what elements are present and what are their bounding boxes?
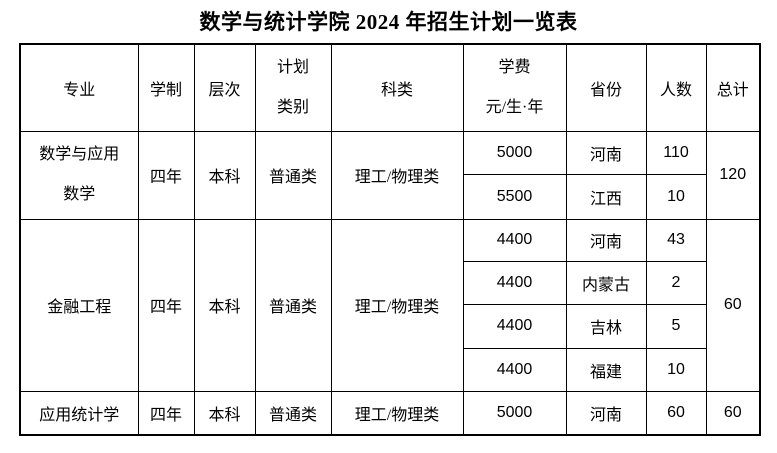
table-row: 4400 吉林 5 xyxy=(20,303,760,349)
cell-province: 内蒙古 xyxy=(565,260,647,305)
cell-tuition: 4400 xyxy=(462,347,567,392)
col-header-tuition: 学费 元/生·年 xyxy=(462,43,567,132)
table-row: 5500 江西 10 xyxy=(20,173,760,220)
cell-duration: 四年 xyxy=(137,218,195,392)
cell-province: 吉林 xyxy=(565,303,647,349)
cell-province: 河南 xyxy=(565,130,647,175)
col-header-subject: 科类 xyxy=(330,43,464,132)
cell-province: 福建 xyxy=(565,347,647,392)
page-title: 数学与统计学院 2024 年招生计划一览表 xyxy=(199,10,578,34)
table-row: 金融工程 四年 本科 普通类 理工/物理类 4400 河南 43 60 xyxy=(19,218,761,392)
table-row: 4400 福建 10 xyxy=(20,347,760,392)
cell-province: 江西 xyxy=(565,173,647,220)
col-header-plan-category: 计划 类别 xyxy=(254,43,332,132)
table-row: 4400 内蒙古 2 xyxy=(20,260,760,305)
enrollment-plan-table: 专业 学制 层次 计划 类别 科类 学费 元/生·年 省份 人数 总计 数学与应… xyxy=(19,43,761,436)
cell-level: 本科 xyxy=(193,130,256,220)
cell-tuition: 4400 xyxy=(462,218,567,262)
col-header-total: 总计 xyxy=(705,43,761,132)
cell-province: 河南 xyxy=(565,218,647,262)
cell-total: 60 xyxy=(705,390,761,436)
cell-subject-category: 理工/物理类 xyxy=(330,218,464,392)
cell-count: 60 xyxy=(645,390,707,436)
cell-tuition: 5000 xyxy=(462,130,567,175)
cell-count: 10 xyxy=(645,347,707,392)
table-row: 应用统计学 四年 本科 普通类 理工/物理类 5000 河南 60 60 xyxy=(19,390,761,436)
table-row: 数学与应用 数学 四年 本科 普通类 理工/物理类 5000 河南 110 12… xyxy=(19,130,761,220)
cell-level: 本科 xyxy=(193,390,256,436)
table-header-row: 专业 学制 层次 计划 类别 科类 学费 元/生·年 省份 人数 总计 xyxy=(19,43,761,132)
cell-plan-category: 普通类 xyxy=(254,218,332,392)
col-header-province: 省份 xyxy=(565,43,647,132)
cell-count: 10 xyxy=(645,173,707,220)
cell-level: 本科 xyxy=(193,218,256,392)
major-line1: 数学与应用 xyxy=(39,146,120,163)
cell-count: 43 xyxy=(645,218,707,262)
cell-subject-category: 理工/物理类 xyxy=(330,130,464,220)
col-header-major: 专业 xyxy=(19,43,139,132)
cell-subject-category: 理工/物理类 xyxy=(330,390,464,436)
cell-province: 河南 xyxy=(565,390,647,436)
cell-duration: 四年 xyxy=(137,390,195,436)
cell-major: 应用统计学 xyxy=(19,390,139,436)
header-plan-line2: 类别 xyxy=(276,98,309,116)
header-tuition-line1: 学费 xyxy=(498,58,531,76)
cell-plan-category: 普通类 xyxy=(254,130,332,220)
cell-count: 2 xyxy=(645,260,707,305)
cell-total: 120 xyxy=(705,130,761,220)
cell-tuition: 5500 xyxy=(462,173,567,220)
cell-tuition: 4400 xyxy=(462,303,567,349)
cell-duration: 四年 xyxy=(137,130,195,220)
cell-major: 数学与应用 数学 xyxy=(19,130,139,220)
cell-count: 5 xyxy=(645,303,707,349)
cell-major: 金融工程 xyxy=(19,218,139,392)
header-plan-line1: 计划 xyxy=(276,58,309,76)
col-header-level: 层次 xyxy=(193,43,256,132)
cell-count: 110 xyxy=(645,130,707,175)
cell-total: 60 xyxy=(705,218,761,392)
col-header-duration: 学制 xyxy=(137,43,195,132)
header-tuition-line2: 元/生·年 xyxy=(485,98,544,116)
cell-tuition: 4400 xyxy=(462,260,567,305)
cell-plan-category: 普通类 xyxy=(254,390,332,436)
cell-tuition: 5000 xyxy=(462,390,567,436)
major-line2: 数学 xyxy=(63,186,96,203)
col-header-count: 人数 xyxy=(645,43,707,132)
